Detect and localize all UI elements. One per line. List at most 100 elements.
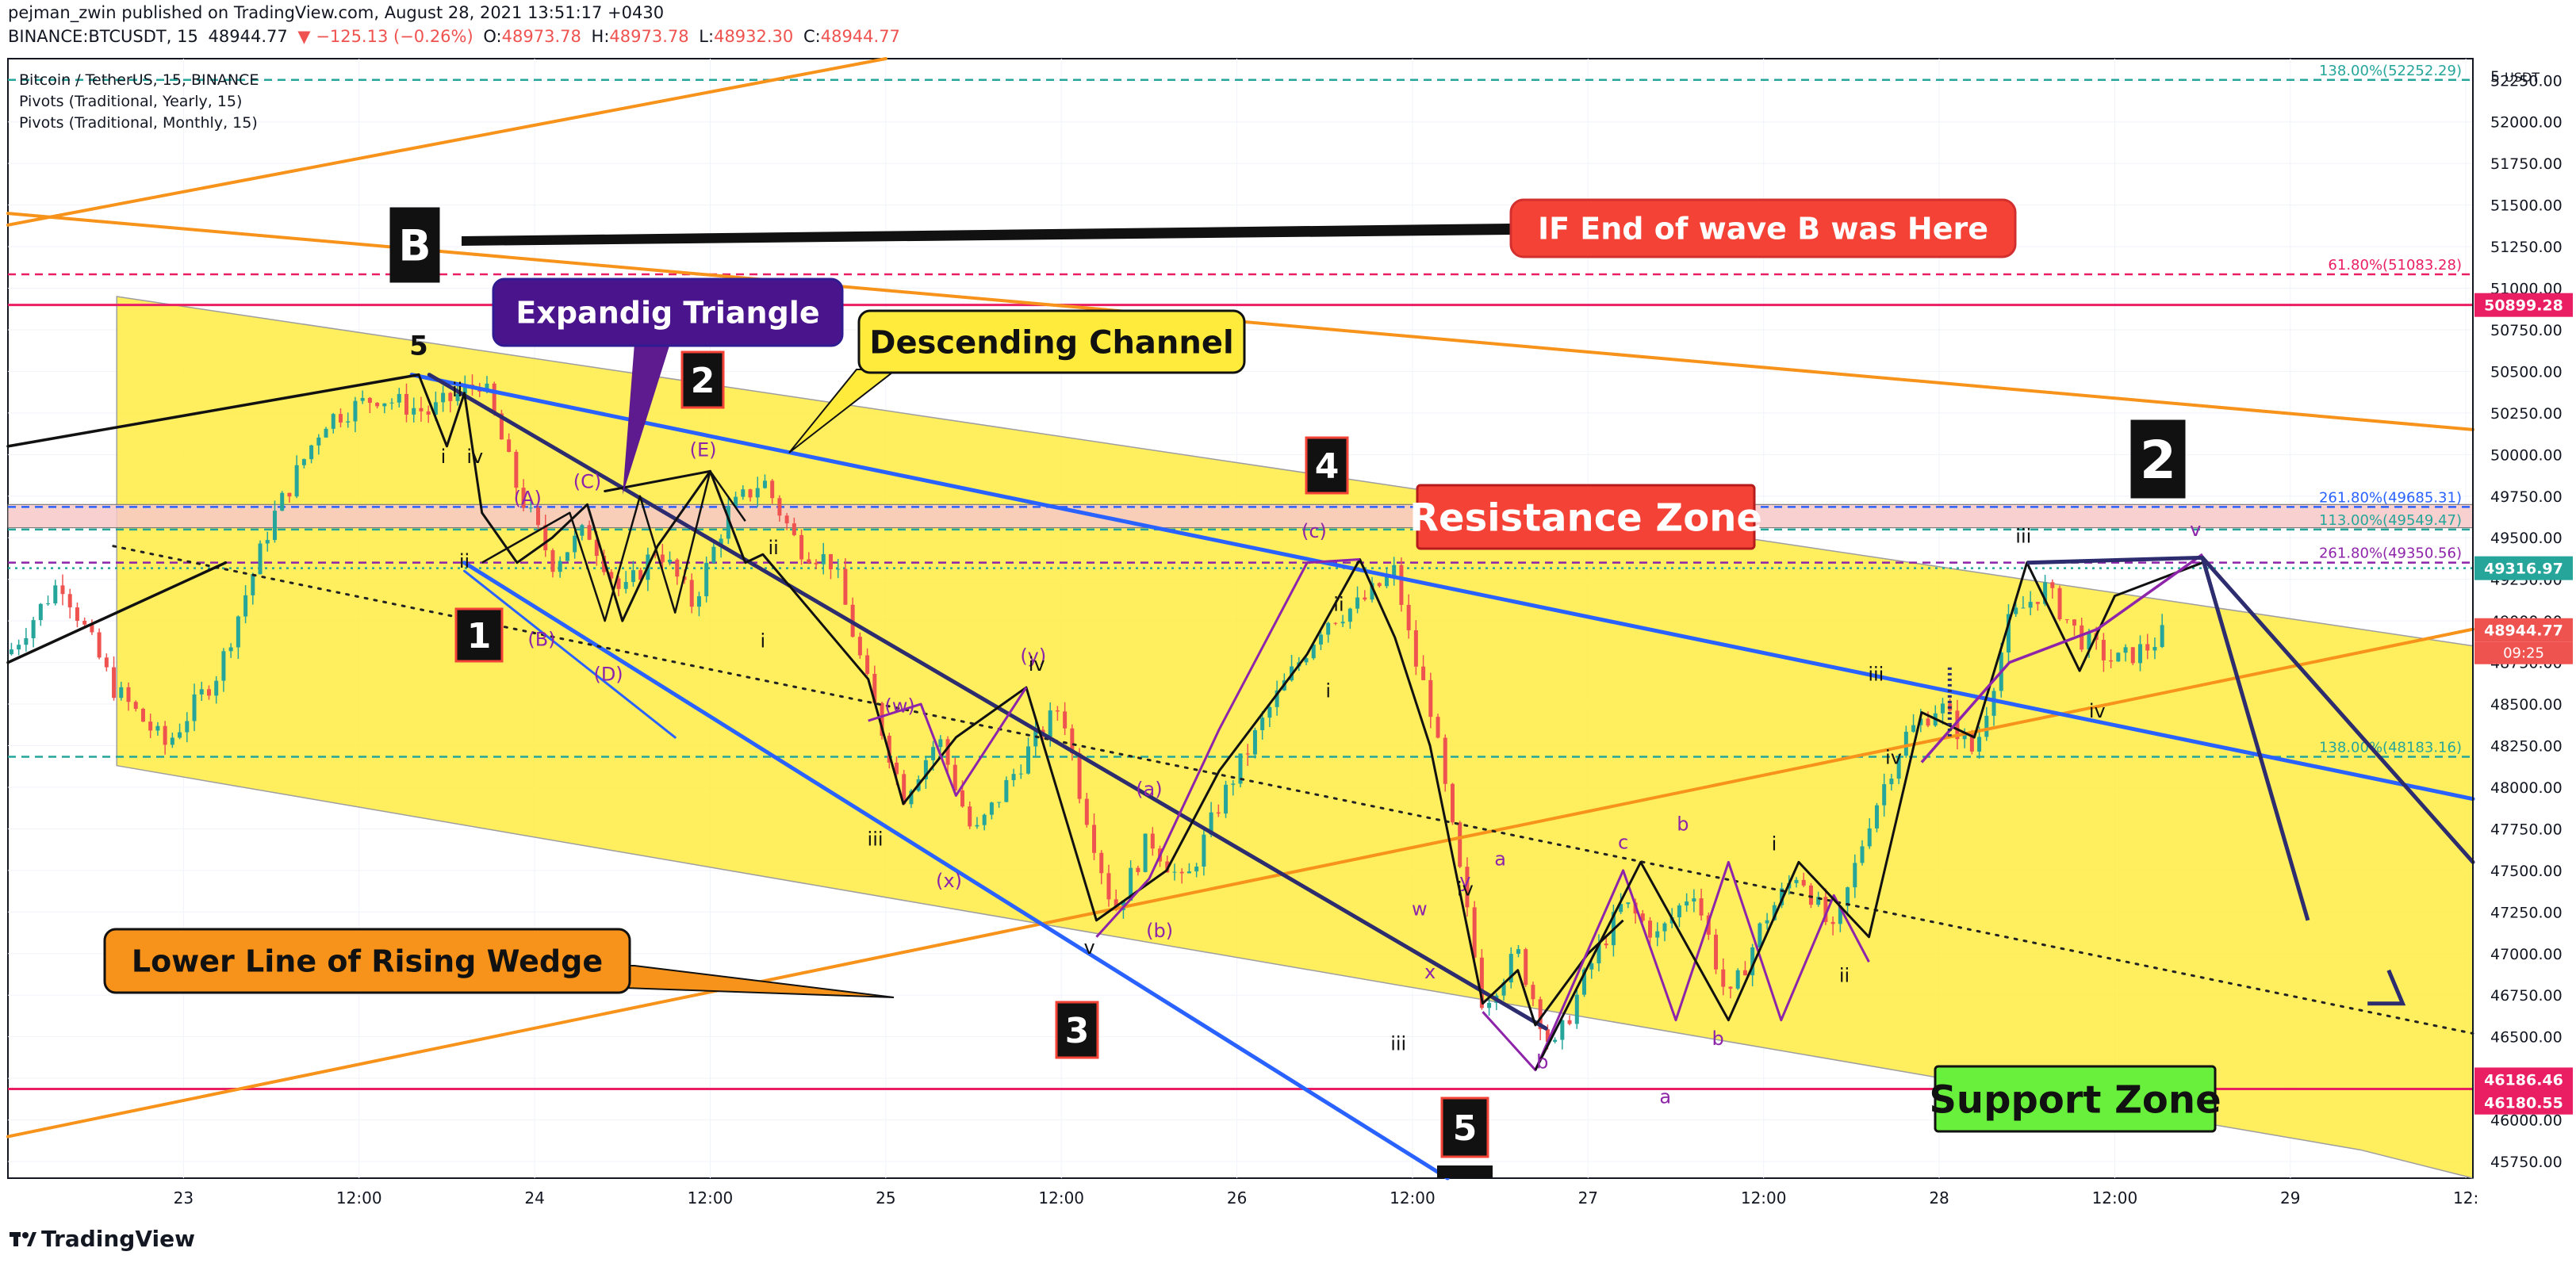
candle-body [331,414,335,429]
candle-body [1597,943,1601,964]
wave-3-box-text: 3 [1065,1011,1090,1051]
high-label: H: [591,27,610,46]
candle-body [1450,783,1455,823]
wave-label: (y) [1020,645,1046,668]
candle-body [843,568,848,605]
expanding-triangle-callout: Expandig Triangle [492,277,844,347]
x-tick-label: 12:00 [1390,1188,1436,1208]
candle-body [1589,963,1594,970]
candle-body [792,523,796,535]
wave-label: iv [466,446,483,468]
candle-body [1318,634,1323,645]
wave-5-box-text: 5 [1453,1108,1478,1149]
candle-body [1772,905,1777,920]
price-tag[interactable] [2474,1067,2573,1092]
wave-1-box: 1 [454,607,504,663]
candle-body [777,498,782,516]
candle-body [1882,784,1887,806]
chart-header: pejman_zwin published on TradingView.com… [0,0,2576,55]
candle-body [631,570,635,583]
candle-body [1443,737,1447,784]
candle-body [1808,885,1813,905]
price-tag[interactable] [2474,1090,2573,1115]
candle-body [719,538,723,547]
wave-2-big-box-text: 2 [2140,430,2176,491]
x-tick-label: 12:00 [336,1188,382,1208]
candle-body [1487,1002,1492,1008]
wave-label: a [1494,848,1506,871]
x-tick-label: 27 [1578,1188,1598,1208]
candle-body [653,554,657,556]
candle-body [1640,913,1645,921]
wave-b-callout: IF End of wave B was Here [1509,198,2017,258]
candle-body [199,689,204,695]
candle-body [1853,863,1857,888]
candle-body [1209,812,1213,835]
abc-path [1095,558,1360,938]
price-tag[interactable] [2474,293,2573,317]
price-tag-label: 50899.28 [2484,297,2563,315]
wave-label: (b) [1146,920,1173,942]
candle-body [46,603,51,605]
candle-body [1458,822,1462,867]
tradingview-logo[interactable]: TradingView [10,1226,195,1252]
candle-body [1508,954,1513,983]
wave-5-box-box [1440,1097,1489,1158]
resistance-zone-label-box [1416,484,1756,550]
y-tick-label: 45750.00 [2490,1154,2563,1171]
y-tick-label: 51750.00 [2490,155,2563,173]
candle-body [2138,644,2143,664]
candle-body [1347,608,1352,622]
candle-body [1377,583,1382,587]
countdown-label: 09:25 [2503,645,2544,662]
candle-body [1626,902,1631,905]
candle-body [2130,647,2135,664]
candle-body [441,392,446,403]
y-tick-label: 47750.00 [2490,821,2563,838]
candle-body [1202,834,1206,867]
wave-label: (c) [1301,520,1327,542]
expanding-triangle-callout-text: Expandig Triangle [516,296,819,331]
candle-body [675,559,680,577]
candle-body [1340,622,1345,624]
wave-2-box-text: 2 [691,361,715,401]
high-value: 48973.78 [609,27,689,46]
candle-body [931,747,936,760]
candle-body [975,825,979,827]
y-tick-label: 49750.00 [2490,488,2563,506]
price-tag[interactable] [2474,556,2573,580]
close-label: C: [803,27,821,46]
candle-body [1816,897,1821,905]
wave-count-path [417,374,1624,1027]
y-tick-label: 50000.00 [2490,446,2563,464]
price-tag[interactable] [2474,618,2573,642]
candle-body [1245,753,1250,755]
candle-body [1801,879,1806,886]
candle-body [1984,715,1989,737]
candle-body [2152,646,2157,651]
wave-label: i [1325,680,1331,702]
candle-body [623,582,628,589]
candle-body [543,525,548,551]
candle-body [1033,729,1038,747]
candle-body [828,553,833,570]
candle-body [1106,873,1111,900]
candle-body [923,760,928,780]
candle-body [170,737,174,745]
candle-body [1662,923,1667,932]
descending-channel-callout: Descending Channel [857,309,1246,374]
candle-body [1648,920,1653,938]
candle-body [1531,985,1535,1000]
resistance-zone-band [7,503,2474,529]
last-price: 48944.77 [208,27,288,46]
wave-b-callout-text: IF End of wave B was Here [1538,212,1988,247]
wave-5-box: 5 [1440,1097,1489,1158]
candle-body [1070,728,1075,754]
candle-body [565,552,569,561]
wave-five-line [427,373,1548,1031]
candle-body [1267,706,1272,718]
candle-body [580,525,585,536]
legend-indicator: Pivots (Traditional, Monthly, 15) [19,114,258,132]
candle-body [1692,898,1696,902]
